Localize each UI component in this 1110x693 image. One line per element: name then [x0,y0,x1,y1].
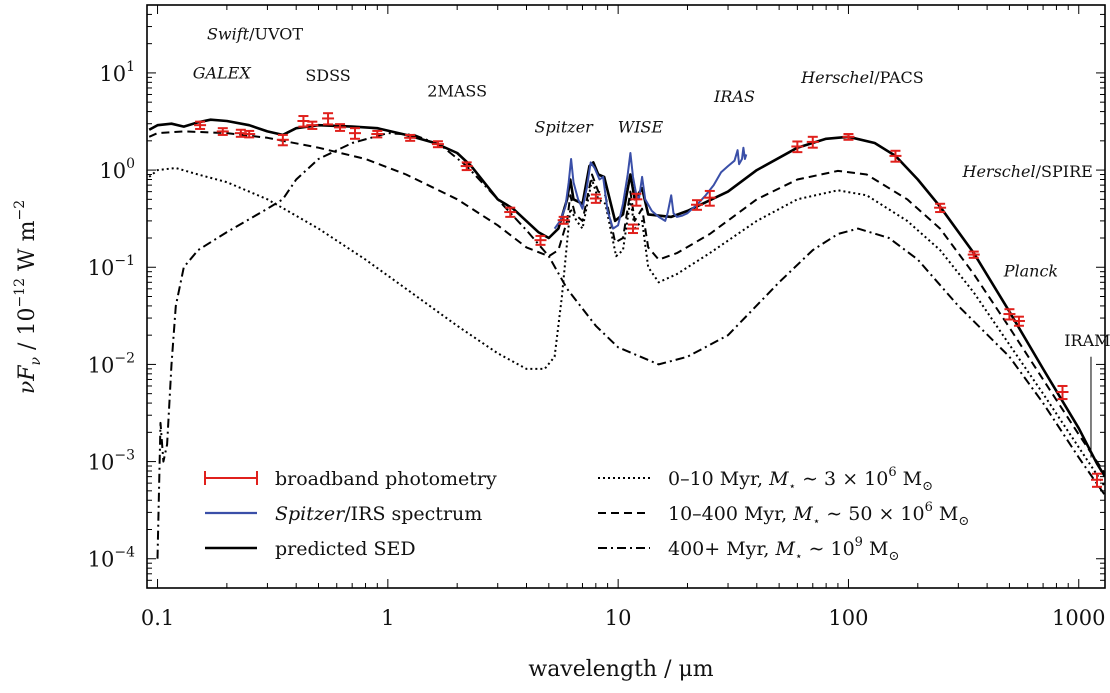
photometry-point [1056,384,1069,401]
photometry-point [889,149,902,163]
photometry-point [967,250,980,259]
y-axis-label: νFν / 10−12 W m−2 [12,200,44,394]
annotation-layer: Swift/UVOT GALEX SDSS 2MASS Spitzer WISE IRAS H… [193,25,1110,458]
photometry-point [243,129,256,139]
photometry-point [322,112,335,126]
photometry-point [703,189,716,207]
legend: broadband photometry Spitzer/IRS spectrum… [204,465,969,564]
photometry-point [297,115,310,128]
y-tick-label: 100 [99,156,135,183]
photometry-point [589,193,602,204]
y-tick-label: 10−1 [88,253,135,280]
photometry-point [934,202,947,214]
annotation-label: GALEX [193,63,252,82]
photometry-point [1003,308,1016,321]
legend-label-photometry: broadband photometry [275,468,497,490]
photometry-point [194,120,207,130]
x-tick-label: 100 [828,606,868,630]
x-tick-label: 0.1 [141,606,174,630]
annotation-label: Swift/UVOT [207,25,303,44]
photometry-point [234,128,247,138]
legend-label-spectrum: Spitzer/IRS spectrum [275,503,482,525]
legend-label-population: 0–10 Myr, M⋆ ∼ 3 × 106 M⊙ [668,465,933,494]
photometry-point [842,133,855,141]
photometry-point [626,223,639,235]
photometry-point [216,127,229,136]
x-tick-label: 1 [381,606,394,630]
legend-label-population: 10–400 Myr, M⋆ ∼ 50 × 106 M⊙ [668,500,969,529]
photometry-point [348,127,361,140]
photometry-point [1012,315,1025,327]
series-line-1 [553,146,748,230]
annotation-label: Spitzer [535,117,595,136]
y-tick-label: 10−3 [88,448,135,475]
photometry-point [431,140,444,149]
plot-border [146,4,1106,589]
annotation-label: SDSS [305,66,350,85]
axis-ticks: 0.1 1 10 100 1000 10−4 10−3 10−2 10−1 100 101 [88,4,1105,630]
photometry-point [534,234,547,246]
annotation-label: Herschel/SPIRE [962,162,1093,181]
y-tick-label: 10−4 [88,545,135,572]
photometry-point [1090,472,1103,488]
photometry-point [630,192,643,207]
photometry-point [806,135,819,149]
annotation-label: IRAM [1064,331,1110,350]
photometry-point [460,161,473,172]
x-axis-label: wavelength / μm [528,657,713,682]
photometry-point [371,129,384,139]
series-line-3 [148,167,1105,488]
photometry-point [306,120,319,130]
annotation-label: Planck [1003,262,1058,281]
annotation-label: IRAS [713,87,755,106]
photometry-point [557,215,570,225]
legend-label-population: 400+ Myr, M⋆ ∼ 109 M⊙ [668,535,899,564]
photometry-point [276,133,289,147]
series-line-5 [156,132,1105,559]
annotation-label: Herschel/PACS [800,68,924,87]
legend-swatch-photometry [204,471,258,485]
legend-label-sed: predicted SED [275,538,416,560]
photometry-point [691,199,704,211]
series-layer [148,112,1105,559]
plot-frame [146,4,1106,589]
photometry-point [404,133,417,142]
photometry-point [334,123,347,132]
y-tick-label: 101 [99,59,135,86]
x-tick-label: 10 [605,606,632,630]
annotation-label: WISE [618,117,664,136]
photometry-point [504,206,517,218]
annotation-label: 2MASS [427,82,487,101]
x-tick-label: 1000 [1052,606,1105,630]
y-tick-label: 10−2 [88,350,135,377]
series-line-4 [148,130,1105,475]
photometry-point [791,140,804,154]
